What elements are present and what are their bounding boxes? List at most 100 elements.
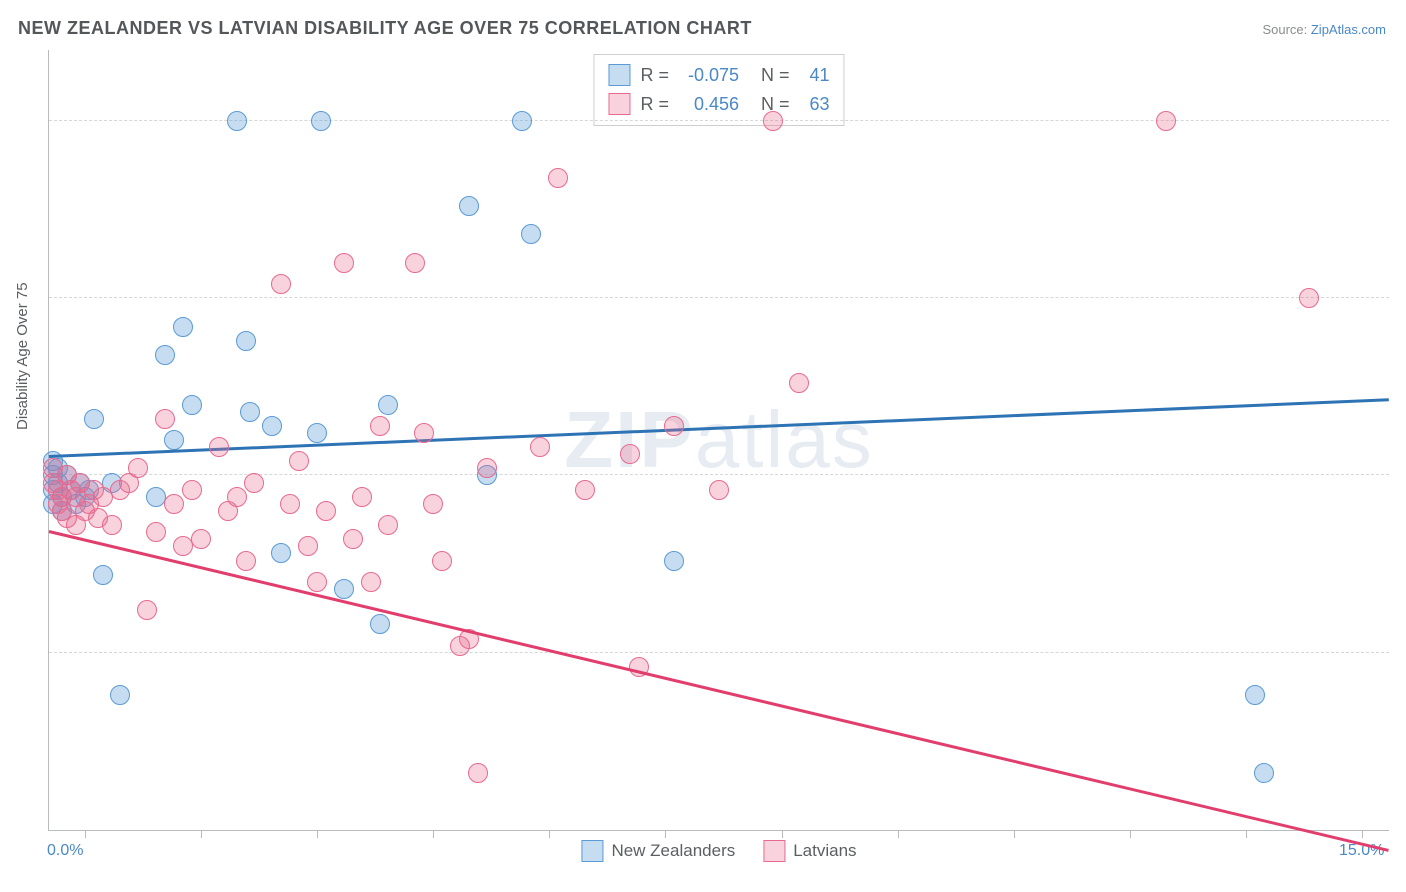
watermark-light: atlas	[695, 395, 874, 484]
legend-item: New Zealanders	[581, 840, 735, 862]
r-value: -0.075	[679, 61, 739, 90]
scatter-point	[164, 430, 184, 450]
gridline	[49, 297, 1389, 298]
scatter-point	[1299, 288, 1319, 308]
scatter-point	[182, 395, 202, 415]
scatter-point	[432, 551, 452, 571]
x-tick	[201, 830, 202, 838]
scatter-point	[311, 111, 331, 131]
scatter-point	[93, 565, 113, 585]
scatter-point	[128, 458, 148, 478]
x-tick	[898, 830, 899, 838]
gridline	[49, 652, 1389, 653]
scatter-point	[137, 600, 157, 620]
scatter-point	[548, 168, 568, 188]
scatter-plot-area: ZIPatlas R =-0.075N =41R =0.456N =63 New…	[48, 50, 1389, 831]
scatter-point	[236, 551, 256, 571]
source-link[interactable]: ZipAtlas.com	[1311, 22, 1386, 37]
scatter-point	[1245, 685, 1265, 705]
scatter-point	[289, 451, 309, 471]
y-axis-label: Disability Age Over 75	[14, 282, 31, 430]
x-tick	[1246, 830, 1247, 838]
scatter-point	[334, 253, 354, 273]
scatter-point	[361, 572, 381, 592]
x-tick	[85, 830, 86, 838]
scatter-point	[352, 487, 372, 507]
scatter-point	[102, 515, 122, 535]
scatter-point	[530, 437, 550, 457]
scatter-point	[709, 480, 729, 500]
scatter-point	[378, 515, 398, 535]
x-tick	[1362, 830, 1363, 838]
scatter-point	[164, 494, 184, 514]
r-label: R =	[640, 90, 669, 119]
scatter-point	[414, 423, 434, 443]
watermark: ZIPatlas	[564, 394, 873, 486]
x-tick	[317, 830, 318, 838]
scatter-point	[155, 345, 175, 365]
scatter-point	[763, 111, 783, 131]
watermark-bold: ZIP	[564, 395, 694, 484]
x-tick	[1014, 830, 1015, 838]
scatter-point	[343, 529, 363, 549]
scatter-point	[298, 536, 318, 556]
scatter-point	[236, 331, 256, 351]
source-attribution: Source: ZipAtlas.com	[1262, 22, 1386, 37]
x-tick-label: 0.0%	[47, 842, 83, 860]
correlation-stats-box: R =-0.075N =41R =0.456N =63	[593, 54, 844, 126]
scatter-point	[307, 572, 327, 592]
scatter-point	[664, 416, 684, 436]
scatter-point	[227, 487, 247, 507]
scatter-point	[110, 685, 130, 705]
scatter-point	[209, 437, 229, 457]
scatter-point	[244, 473, 264, 493]
gridline	[49, 120, 1389, 121]
scatter-point	[173, 317, 193, 337]
n-label: N =	[761, 61, 790, 90]
scatter-point	[789, 373, 809, 393]
scatter-point	[1254, 763, 1274, 783]
scatter-point	[521, 224, 541, 244]
scatter-point	[423, 494, 443, 514]
scatter-point	[378, 395, 398, 415]
legend-swatch	[581, 840, 603, 862]
scatter-point	[182, 480, 202, 500]
source-prefix: Source:	[1262, 22, 1310, 37]
scatter-point	[370, 416, 390, 436]
scatter-point	[664, 551, 684, 571]
r-label: R =	[640, 61, 669, 90]
scatter-point	[84, 409, 104, 429]
scatter-point	[405, 253, 425, 273]
scatter-point	[316, 501, 336, 521]
chart-title: NEW ZEALANDER VS LATVIAN DISABILITY AGE …	[18, 18, 752, 39]
scatter-point	[155, 409, 175, 429]
scatter-point	[575, 480, 595, 500]
scatter-point	[191, 529, 211, 549]
series-swatch	[608, 64, 630, 86]
legend-label: New Zealanders	[611, 841, 735, 861]
legend-label: Latvians	[793, 841, 856, 861]
scatter-point	[271, 274, 291, 294]
scatter-point	[262, 416, 282, 436]
x-tick	[549, 830, 550, 838]
stats-row: R = -0.075 N = 41	[608, 61, 829, 90]
legend-item: Latvians	[763, 840, 856, 862]
x-tick	[1130, 830, 1131, 838]
x-tick	[665, 830, 666, 838]
scatter-point	[370, 614, 390, 634]
n-value: 41	[800, 61, 830, 90]
r-value: 0.456	[679, 90, 739, 119]
legend-swatch	[763, 840, 785, 862]
stats-row: R =0.456N =63	[608, 90, 829, 119]
scatter-point	[334, 579, 354, 599]
scatter-point	[512, 111, 532, 131]
scatter-point	[271, 543, 291, 563]
scatter-point	[459, 196, 479, 216]
x-tick	[433, 830, 434, 838]
scatter-point	[620, 444, 640, 464]
trend-line	[49, 530, 1390, 852]
scatter-point	[477, 458, 497, 478]
scatter-point	[227, 111, 247, 131]
x-tick	[782, 830, 783, 838]
series-legend: New Zealanders Latvians	[581, 840, 856, 862]
